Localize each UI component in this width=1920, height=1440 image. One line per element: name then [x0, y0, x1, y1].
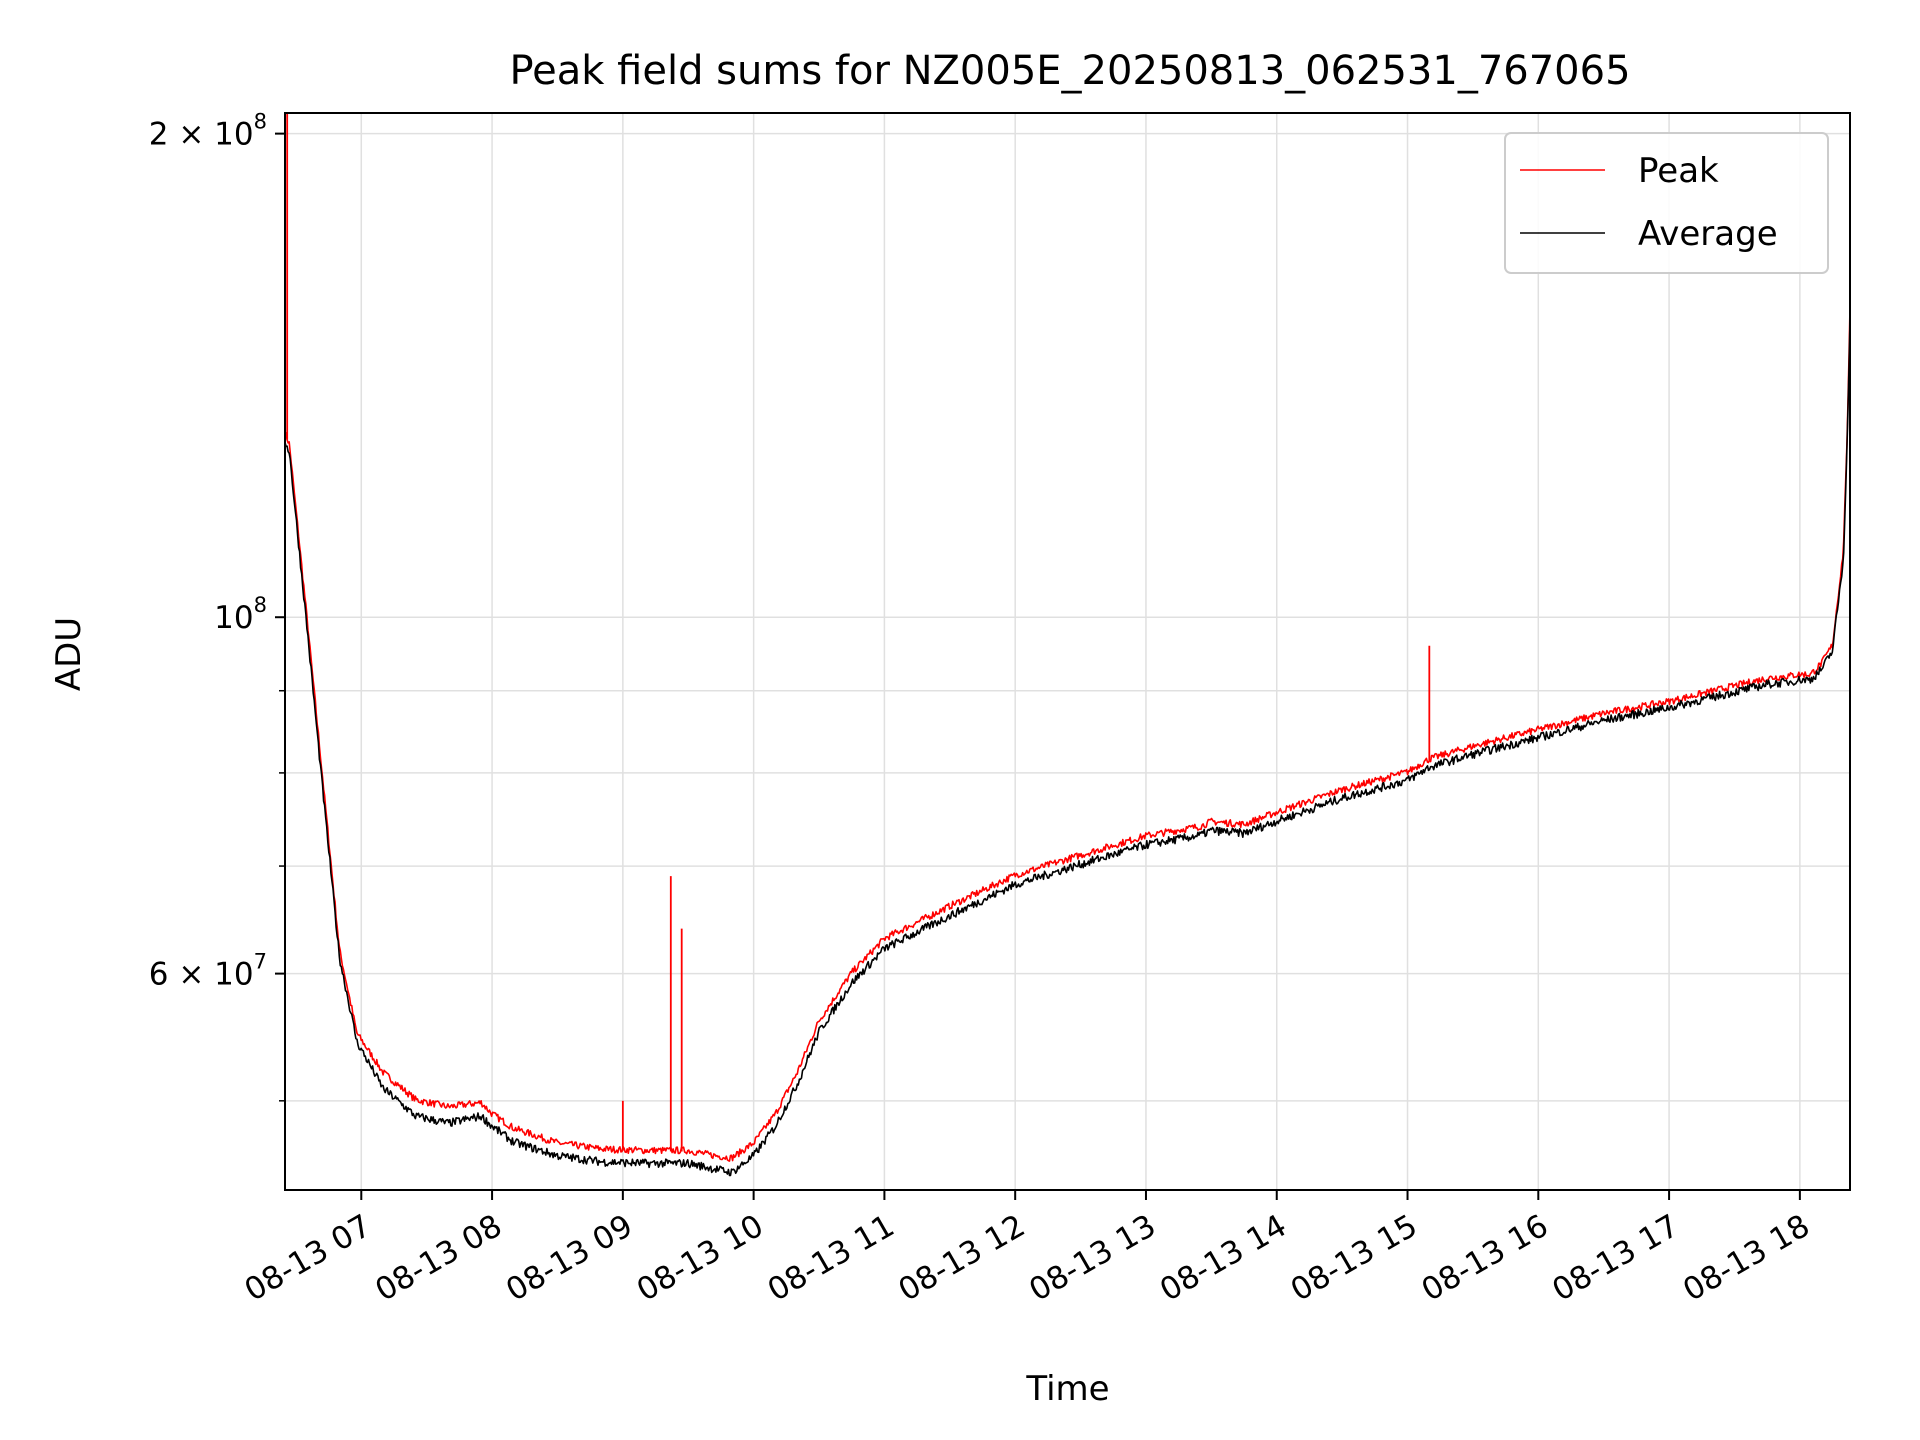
x-tick-label: 08-13 07 — [239, 1208, 378, 1309]
plot-frame — [284, 112, 1851, 1191]
legend-average-label: Average — [1638, 214, 1778, 254]
series-line-peak — [284, 307, 1851, 1162]
y-tick-label: 108 — [214, 593, 267, 636]
grid — [285, 113, 1850, 1190]
x-tick-label: 08-13 16 — [1416, 1208, 1555, 1309]
legend-box — [1504, 132, 1829, 274]
y-tick-label: 2 × 108 — [149, 110, 267, 153]
x-axis-label: Time — [1025, 1369, 1109, 1409]
x-tick-label: 08-13 14 — [1154, 1208, 1293, 1309]
series-line-average — [284, 320, 1851, 1177]
series-lines — [284, 113, 1851, 1177]
x-tick-label: 08-13 17 — [1546, 1208, 1685, 1309]
x-tick-label: 08-13 12 — [892, 1208, 1031, 1309]
x-tick-label: 08-13 13 — [1023, 1208, 1162, 1309]
x-tick-label: 08-13 08 — [369, 1208, 508, 1309]
chart-title: Peak field sums for NZ005E_20250813_0625… — [509, 48, 1630, 94]
x-tick-label: 08-13 11 — [762, 1208, 901, 1309]
x-tick-label: 08-13 10 — [631, 1208, 770, 1309]
legend-peak-label: Peak — [1638, 151, 1719, 191]
legend: Peak Average — [1504, 132, 1829, 274]
x-tick-label: 08-13 18 — [1677, 1208, 1816, 1309]
x-tick-label: 08-13 09 — [500, 1208, 639, 1309]
y-tick-label: 6 × 107 — [149, 950, 267, 993]
y-axis-label: ADU — [49, 617, 89, 691]
y-axis: 2 × 108 108 6 × 107 — [149, 110, 285, 1102]
x-tick-label: 08-13 15 — [1285, 1208, 1424, 1309]
